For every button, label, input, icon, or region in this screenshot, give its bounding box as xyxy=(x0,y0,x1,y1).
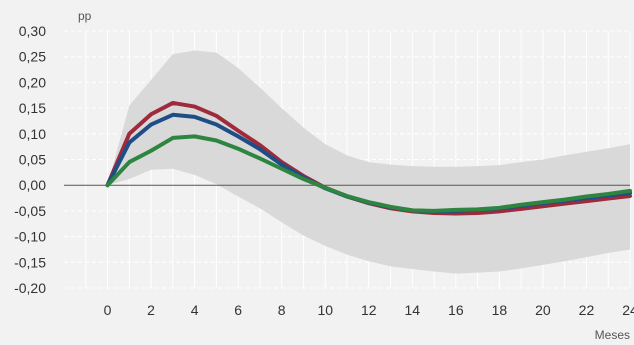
y-tick-label: 0,15 xyxy=(19,100,46,116)
y-tick-label: -0,10 xyxy=(14,229,46,245)
x-axis-unit-label: Meses xyxy=(595,328,630,342)
y-tick-label: 0,05 xyxy=(19,152,46,168)
x-tick-label: 2 xyxy=(147,302,155,318)
confidence-band xyxy=(107,50,631,274)
x-tick-label: 10 xyxy=(317,302,333,318)
y-tick-label: -0,20 xyxy=(14,280,46,296)
y-tick-label: 0,25 xyxy=(19,49,46,65)
x-tick-label: 16 xyxy=(448,302,464,318)
x-tick-label: 24 xyxy=(622,302,634,318)
x-axis-tick-labels: 0 2 4 6 8 10 12 14 16 18 20 22 24 xyxy=(104,302,634,318)
x-tick-label: 14 xyxy=(405,302,421,318)
x-tick-label: 12 xyxy=(361,302,377,318)
series-lines xyxy=(105,100,632,216)
x-tick-label: 22 xyxy=(579,302,595,318)
y-tick-label: -0,05 xyxy=(14,203,46,219)
y-axis-unit-label: pp xyxy=(78,9,92,23)
x-tick-label: 6 xyxy=(234,302,242,318)
series-line-3 xyxy=(105,134,632,213)
y-tick-label: 0,00 xyxy=(19,177,46,193)
y-tick-label: -0,15 xyxy=(14,254,46,270)
x-tick-label: 4 xyxy=(191,302,199,318)
y-tick-label: 0,10 xyxy=(19,126,46,142)
x-tick-label: 0 xyxy=(104,302,112,318)
x-tick-label: 18 xyxy=(492,302,508,318)
x-tick-label: 20 xyxy=(535,302,551,318)
y-axis-tick-labels: 0,30 0,25 0,20 0,15 0,10 0,05 0,00 -0,05 -0,10 -0… xyxy=(14,23,46,296)
y-tick-label: 0,30 xyxy=(19,23,46,39)
y-tick-label: 0,20 xyxy=(19,74,46,90)
x-tick-label: 8 xyxy=(278,302,286,318)
